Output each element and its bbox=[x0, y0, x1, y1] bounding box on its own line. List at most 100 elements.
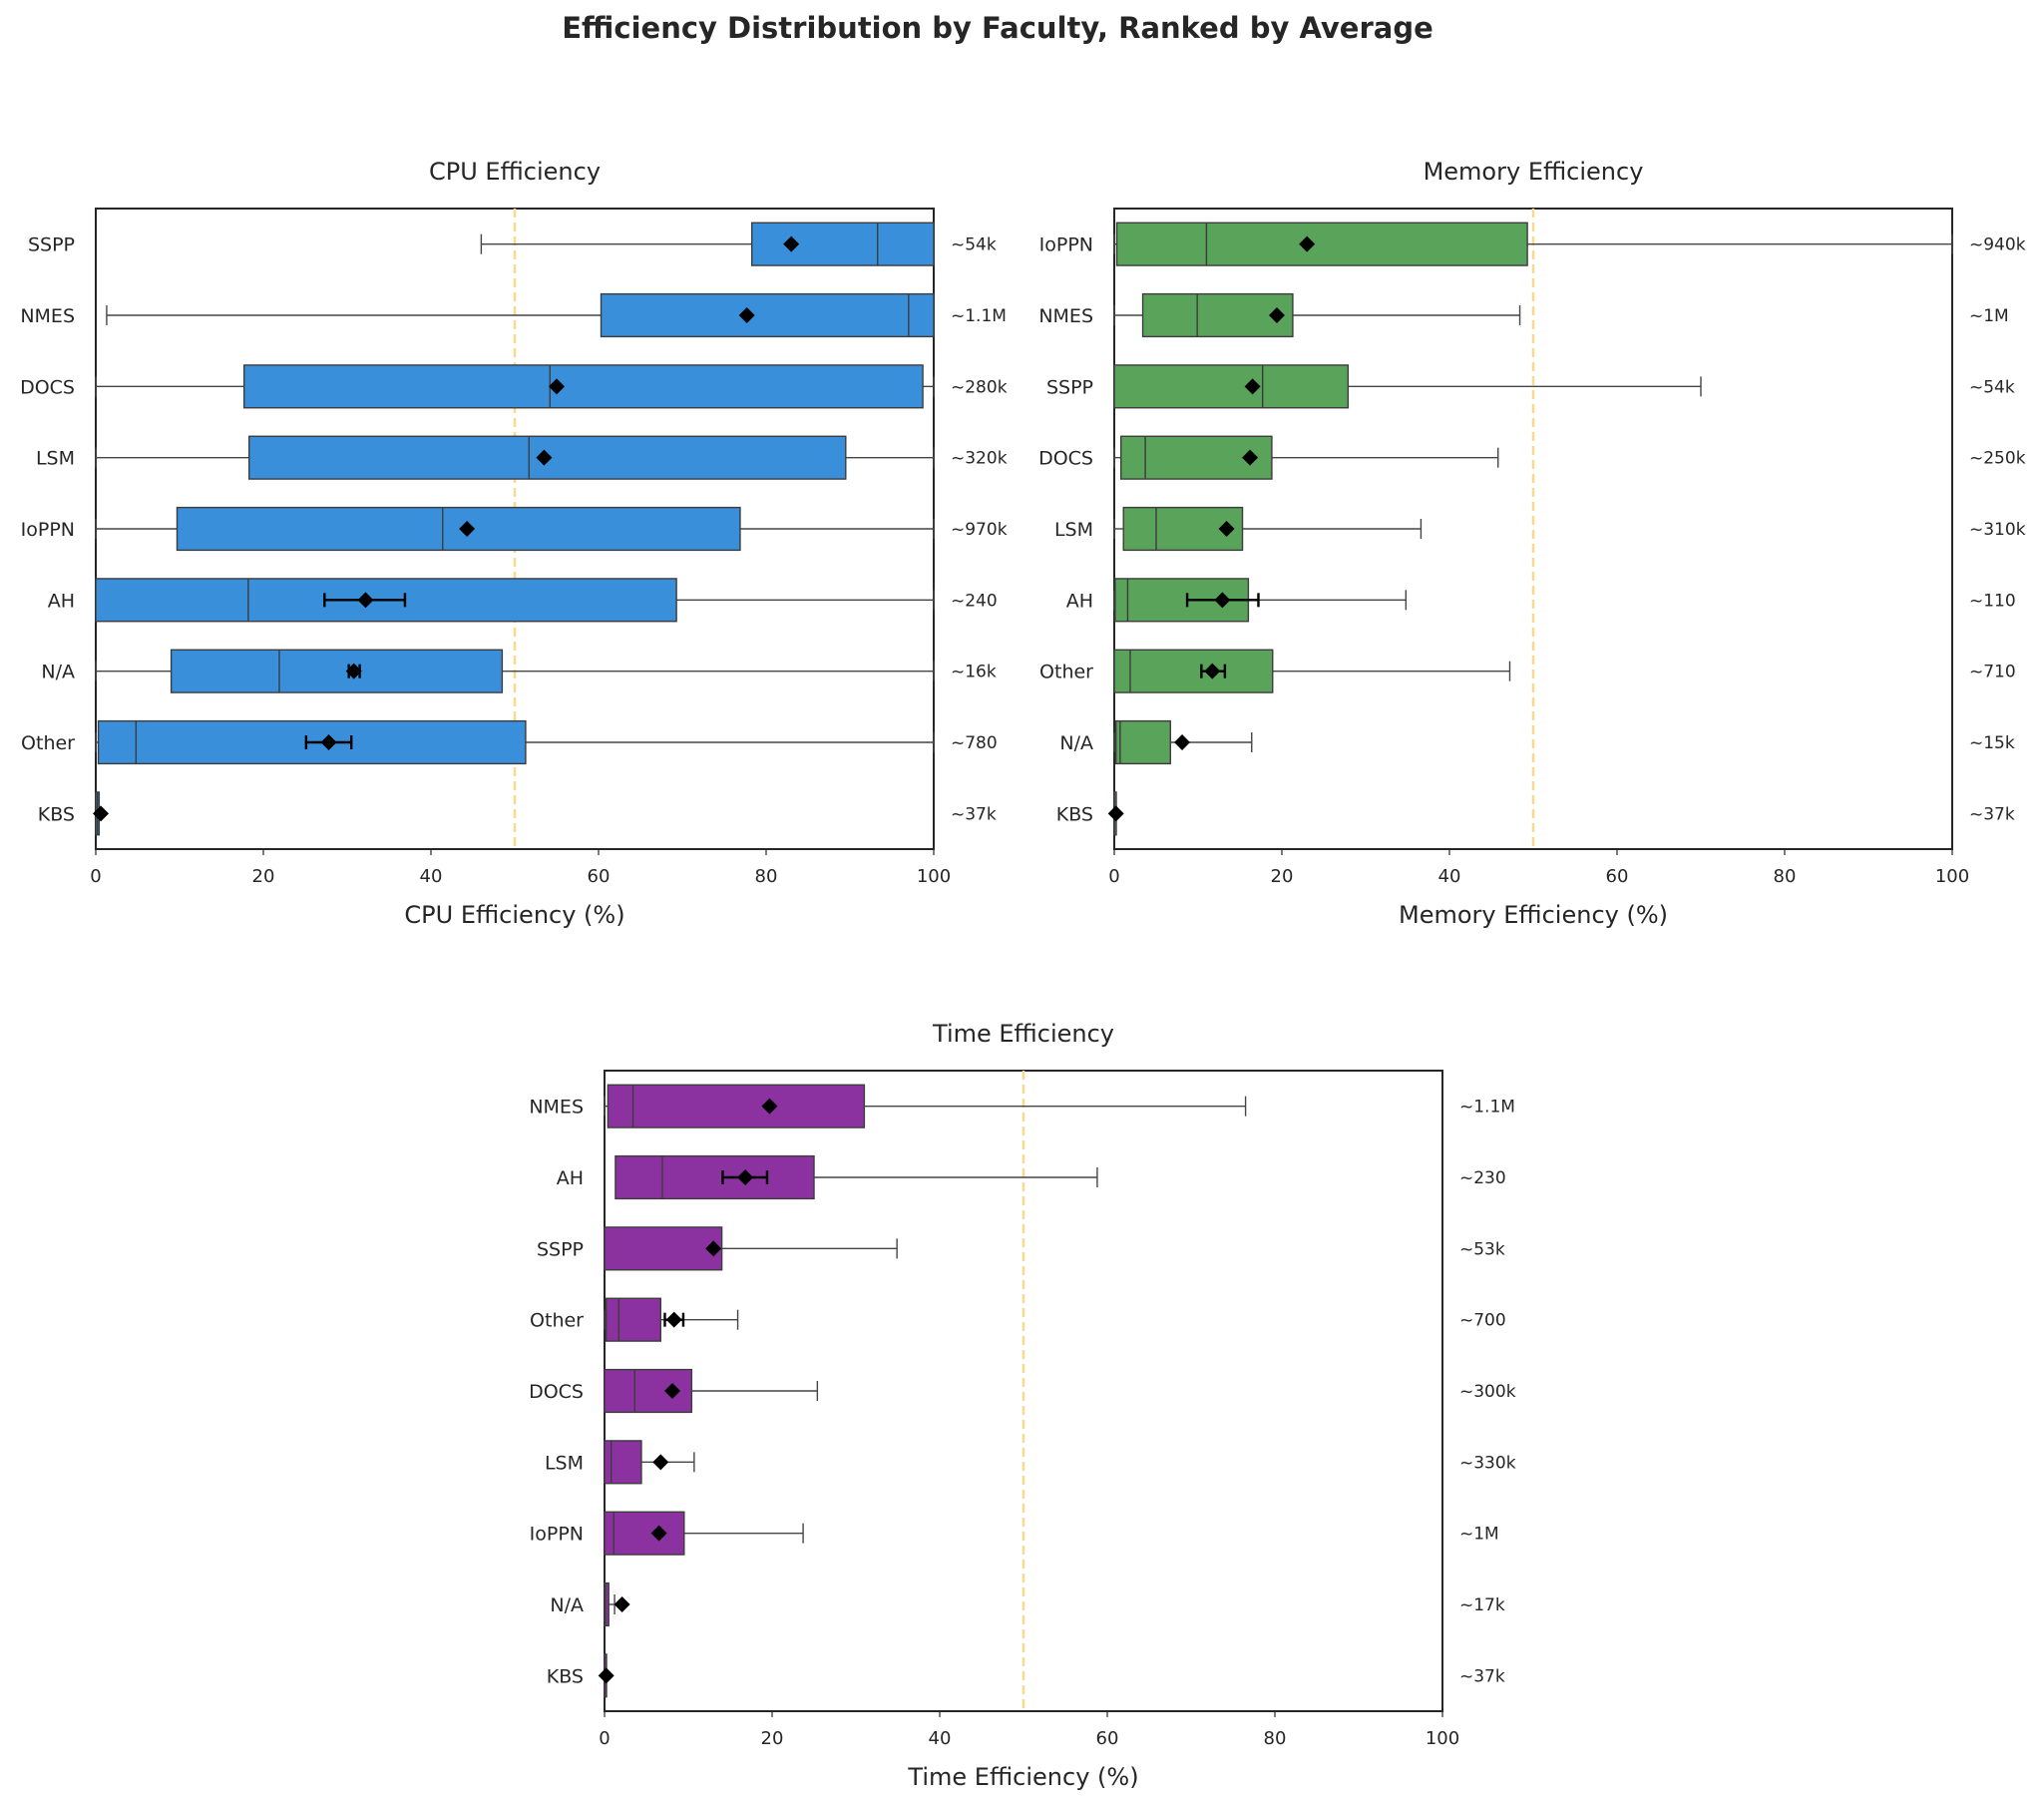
memory-iqr-box bbox=[1141, 292, 1294, 338]
time-box-ioppn: IoPPN ~1M bbox=[530, 1511, 1499, 1556]
memory-x-tick-label: 40 bbox=[1438, 866, 1461, 887]
time-mean-marker bbox=[665, 1311, 682, 1328]
memory-count-label: ~37k bbox=[1969, 804, 2015, 824]
cpu-mean-marker bbox=[459, 521, 476, 537]
memory-x-tick-label: 100 bbox=[1935, 866, 1969, 887]
time-x-tick-label: 80 bbox=[1264, 1728, 1287, 1749]
cpu-category-label: KBS bbox=[38, 803, 75, 825]
memory-count-label: ~110 bbox=[1969, 591, 2016, 611]
memory-box-other: Other ~710 bbox=[1039, 649, 2016, 693]
memory-x-tick-label: 0 bbox=[1108, 866, 1119, 887]
cpu-iqr-box bbox=[170, 649, 504, 693]
memory-box-sspp: SSPP ~54k bbox=[1046, 364, 2015, 409]
cpu-mean-marker bbox=[783, 235, 800, 252]
memory-iqr-box bbox=[1113, 649, 1274, 693]
memory-box-ah: AH ~110 bbox=[1066, 578, 2016, 623]
time-x-tick-label: 40 bbox=[929, 1728, 952, 1749]
cpu-panel-title: CPU Efficiency bbox=[429, 158, 601, 186]
cpu-category-label: AH bbox=[48, 590, 75, 612]
time-category-label: AH bbox=[557, 1167, 584, 1189]
cpu-efficiency-panel: CPU Efficiency CPU Efficiency (%) 0 20 40 6… bbox=[20, 158, 1008, 929]
cpu-count-label: ~1.1M bbox=[951, 306, 1007, 326]
time-x-tick-label: 20 bbox=[761, 1728, 784, 1749]
cpu-box-n-a: N/A ~16k bbox=[41, 649, 997, 693]
time-category-label: KBS bbox=[547, 1665, 584, 1687]
cpu-count-label: ~280k bbox=[951, 377, 1008, 397]
time-count-label: ~330k bbox=[1459, 1453, 1516, 1473]
time-category-label: LSM bbox=[545, 1452, 584, 1474]
memory-mean-marker bbox=[1244, 378, 1261, 395]
memory-category-label: AH bbox=[1066, 590, 1093, 612]
memory-mean-marker bbox=[1107, 805, 1124, 822]
memory-iqr-box bbox=[1114, 719, 1171, 765]
memory-count-label: ~310k bbox=[1969, 520, 2026, 540]
cpu-x-tick-label: 20 bbox=[252, 866, 275, 887]
memory-count-label: ~250k bbox=[1969, 449, 2026, 469]
cpu-mean-marker bbox=[93, 805, 110, 822]
cpu-category-label: IoPPN bbox=[21, 519, 75, 541]
cpu-count-label: ~780 bbox=[951, 733, 998, 753]
time-mean-marker bbox=[705, 1240, 722, 1257]
time-panel-title: Time Efficiency bbox=[932, 1020, 1114, 1048]
time-x-axis-label: Time Efficiency (%) bbox=[907, 1763, 1138, 1791]
time-count-label: ~1.1M bbox=[1459, 1098, 1515, 1118]
cpu-iqr-box bbox=[242, 364, 924, 409]
cpu-category-label: LSM bbox=[36, 448, 75, 470]
memory-x-tick-label: 80 bbox=[1774, 866, 1797, 887]
time-box-lsm: LSM ~330k bbox=[545, 1440, 1516, 1485]
cpu-x-tick-label: 0 bbox=[90, 866, 101, 887]
memory-count-label: ~54k bbox=[1969, 377, 2015, 397]
cpu-category-label: SSPP bbox=[28, 234, 75, 256]
cpu-count-label: ~970k bbox=[951, 520, 1008, 540]
cpu-iqr-box bbox=[176, 506, 741, 552]
memory-x-tick-label: 20 bbox=[1271, 866, 1294, 887]
cpu-count-label: ~37k bbox=[951, 804, 997, 824]
cpu-mean-marker bbox=[549, 378, 565, 395]
cpu-category-label: Other bbox=[21, 732, 75, 754]
cpu-count-label: ~16k bbox=[951, 663, 997, 682]
time-mean-marker bbox=[613, 1596, 630, 1612]
memory-iqr-box bbox=[1113, 364, 1350, 409]
cpu-x-tick-label: 80 bbox=[755, 866, 778, 887]
time-box-kbs: KBS ~37k bbox=[547, 1653, 1505, 1698]
time-mean-marker bbox=[737, 1169, 754, 1185]
time-iqr-box bbox=[607, 1084, 866, 1128]
memory-box-lsm: LSM ~310k bbox=[1054, 506, 2026, 552]
cpu-box-lsm: LSM ~320k bbox=[36, 435, 1008, 480]
cpu-category-label: NMES bbox=[20, 305, 75, 327]
time-mean-marker bbox=[664, 1383, 681, 1399]
memory-box-kbs: KBS ~37k bbox=[1056, 791, 2015, 836]
memory-x-axis-label: Memory Efficiency (%) bbox=[1399, 901, 1668, 929]
time-box-docs: DOCS ~300k bbox=[529, 1368, 1516, 1414]
memory-mean-marker bbox=[1174, 734, 1191, 750]
memory-count-label: ~1M bbox=[1969, 306, 2009, 326]
time-efficiency-panel: Time Efficiency Time Efficiency (%) 0 20 4… bbox=[529, 1020, 1516, 1791]
cpu-box-docs: DOCS ~280k bbox=[20, 364, 1008, 409]
memory-count-label: ~940k bbox=[1969, 235, 2026, 255]
memory-mean-marker bbox=[1218, 521, 1235, 537]
time-count-label: ~700 bbox=[1459, 1311, 1506, 1331]
cpu-x-tick-label: 100 bbox=[917, 866, 951, 887]
memory-iqr-box bbox=[1120, 435, 1273, 480]
memory-mean-marker bbox=[1242, 449, 1259, 466]
time-iqr-box bbox=[605, 1297, 661, 1342]
cpu-iqr-box bbox=[751, 222, 935, 266]
memory-box-n-a: N/A ~15k bbox=[1059, 719, 2015, 765]
cpu-x-tick-label: 60 bbox=[588, 866, 611, 887]
time-iqr-box bbox=[604, 1581, 610, 1627]
time-iqr-box bbox=[604, 1440, 642, 1485]
memory-count-label: ~15k bbox=[1969, 733, 2015, 753]
time-iqr-box bbox=[614, 1154, 815, 1200]
figure-title: Efficiency Distribution by Faculty, Rank… bbox=[562, 11, 1433, 45]
cpu-box-ioppn: IoPPN ~970k bbox=[21, 506, 1008, 552]
cpu-mean-marker bbox=[738, 307, 755, 323]
memory-iqr-box bbox=[1115, 222, 1528, 266]
memory-category-label: DOCS bbox=[1038, 448, 1093, 470]
time-box-ah: AH ~230 bbox=[557, 1154, 1506, 1200]
cpu-iqr-box bbox=[600, 292, 935, 338]
time-mean-marker bbox=[761, 1098, 778, 1115]
time-count-label: ~1M bbox=[1459, 1525, 1499, 1545]
cpu-mean-marker bbox=[536, 449, 553, 466]
memory-box-docs: DOCS ~250k bbox=[1038, 435, 2026, 480]
